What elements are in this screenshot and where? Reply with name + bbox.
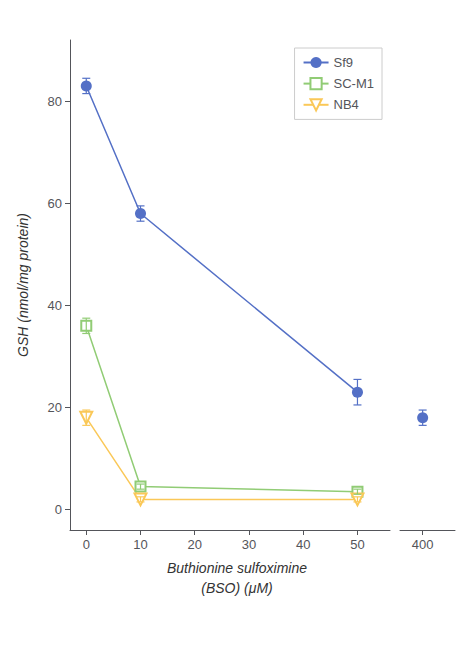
svg-text:GSH (nmol/mg protein): GSH (nmol/mg protein) [15, 213, 31, 357]
svg-text:40: 40 [48, 298, 62, 313]
svg-text:NB4: NB4 [334, 97, 359, 112]
svg-text:30: 30 [242, 537, 256, 552]
svg-text:0: 0 [83, 537, 90, 552]
svg-text:SC-M1: SC-M1 [334, 76, 374, 91]
svg-text:50: 50 [350, 537, 364, 552]
svg-text:60: 60 [48, 196, 62, 211]
svg-text:10: 10 [133, 537, 147, 552]
svg-text:400: 400 [412, 537, 434, 552]
svg-text:20: 20 [188, 537, 202, 552]
svg-text:Sf9: Sf9 [334, 55, 354, 70]
svg-text:(BSO) (μM): (BSO) (μM) [201, 580, 272, 596]
svg-text:0: 0 [55, 502, 62, 517]
svg-text:80: 80 [48, 94, 62, 109]
svg-text:Buthionine sulfoximine: Buthionine sulfoximine [167, 560, 307, 576]
svg-text:20: 20 [48, 400, 62, 415]
svg-text:40: 40 [296, 537, 310, 552]
